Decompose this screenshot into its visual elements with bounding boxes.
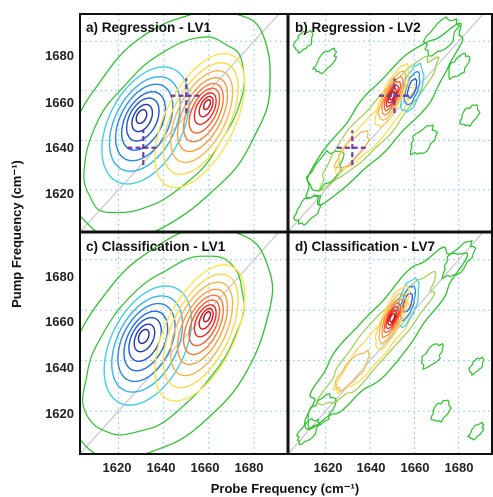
contour-negative xyxy=(123,310,169,372)
xtick-left-1680: 1680 xyxy=(235,460,264,475)
contour-noise xyxy=(422,16,461,57)
ytick-top-1660: 1660 xyxy=(45,95,74,110)
contour-positive xyxy=(176,76,229,153)
contour-zero xyxy=(80,232,274,454)
contour-positive xyxy=(162,273,239,389)
contour-noise xyxy=(466,421,485,441)
ytick-bottom-1640: 1640 xyxy=(45,360,74,375)
contour-negative xyxy=(131,103,154,133)
panel-d-title: d) Classification - LV7 xyxy=(295,239,435,254)
contour-zero xyxy=(83,36,245,214)
xtick-right-1620: 1620 xyxy=(314,460,343,475)
xtick-left-1640: 1640 xyxy=(147,460,176,475)
contour-negative xyxy=(133,323,156,353)
ytick-bottom-1660: 1660 xyxy=(45,314,74,329)
contour-noise xyxy=(420,342,444,371)
contour-negative xyxy=(406,77,418,99)
contour-negative xyxy=(135,108,148,125)
xtick-left-1660: 1660 xyxy=(191,460,220,475)
contour-positive xyxy=(154,52,246,189)
contour-noise xyxy=(448,52,471,81)
contour-negative xyxy=(126,97,160,142)
ytick-top-1620: 1620 xyxy=(45,186,74,201)
contour-positive xyxy=(374,62,410,128)
contour-positive xyxy=(176,288,229,366)
contour-positive xyxy=(182,82,225,143)
contour-positive xyxy=(378,292,407,346)
contour-negative xyxy=(111,295,184,393)
xtick-right-1680: 1680 xyxy=(445,460,474,475)
xtick-left-1620: 1620 xyxy=(103,460,132,475)
contour-positive xyxy=(381,297,404,339)
contour-noise xyxy=(293,29,314,55)
ytick-bottom-1620: 1620 xyxy=(45,406,74,421)
contour-positive xyxy=(383,80,402,113)
contour-positive xyxy=(385,306,399,330)
contour-positive xyxy=(154,263,246,402)
contour-positive xyxy=(374,284,411,351)
contour-positive xyxy=(389,312,396,323)
contour-zero xyxy=(318,55,440,192)
contour-negative xyxy=(403,70,421,106)
diagonal-line xyxy=(80,14,280,232)
contour-negative xyxy=(103,285,193,406)
contour-negative xyxy=(114,83,174,162)
contour-positive xyxy=(193,92,217,126)
contour-zero xyxy=(305,22,464,207)
contour-positive xyxy=(383,302,402,333)
diagonal-line xyxy=(288,232,484,454)
y-axis-label: Pump Frequency (cm⁻¹) xyxy=(9,160,24,308)
contour-noise xyxy=(430,399,452,423)
contour-positive xyxy=(182,294,225,356)
contour-positive xyxy=(377,70,407,121)
contour-noise xyxy=(441,239,477,280)
contour-positive xyxy=(381,75,404,116)
panel-c-title: c) Classification - LV1 xyxy=(86,239,226,254)
panel-b xyxy=(288,14,492,232)
contour-noise xyxy=(459,103,481,128)
contour-noise xyxy=(292,194,322,227)
contour-zero xyxy=(80,14,271,232)
outer-frame xyxy=(79,13,493,455)
contour-positive xyxy=(193,304,217,338)
contour-positive xyxy=(169,281,234,377)
contour-positive xyxy=(387,87,398,104)
xtick-right-1640: 1640 xyxy=(357,460,386,475)
contour-negative xyxy=(108,75,182,172)
panel-b-title: b) Regression - LV2 xyxy=(295,20,421,35)
contour-noise xyxy=(468,356,485,377)
contour-negative xyxy=(117,302,176,383)
contour-positive xyxy=(169,69,234,164)
ytick-top-1640: 1640 xyxy=(45,140,74,155)
ytick-bottom-1680: 1680 xyxy=(45,269,74,284)
contour-positive xyxy=(202,311,212,323)
xtick-right-1660: 1660 xyxy=(401,460,430,475)
contour-zero xyxy=(316,270,436,406)
contour-positive xyxy=(188,299,221,347)
contour-positive xyxy=(162,61,239,176)
contour-positive xyxy=(188,87,221,134)
panel-d xyxy=(288,232,492,454)
contour-zero xyxy=(81,255,245,436)
contour-noise xyxy=(409,124,439,156)
panel-a xyxy=(80,14,288,232)
ytick-top-1680: 1680 xyxy=(45,48,74,63)
contour-positive xyxy=(198,95,214,118)
contour-noise xyxy=(307,392,337,430)
contour-negative xyxy=(101,66,190,185)
contour-negative xyxy=(137,328,150,345)
contour-noise xyxy=(311,47,338,75)
panel-a-title: a) Regression - LV1 xyxy=(86,20,212,35)
contour-positive xyxy=(387,309,397,326)
contour-positive xyxy=(198,307,214,330)
contour-positive xyxy=(334,349,371,392)
x-axis-label: Probe Frequency (cm⁻¹) xyxy=(211,481,359,496)
contour-zero xyxy=(303,246,469,431)
contour-positive xyxy=(385,83,400,108)
contour-positive xyxy=(202,99,212,111)
panel-c xyxy=(80,232,288,454)
